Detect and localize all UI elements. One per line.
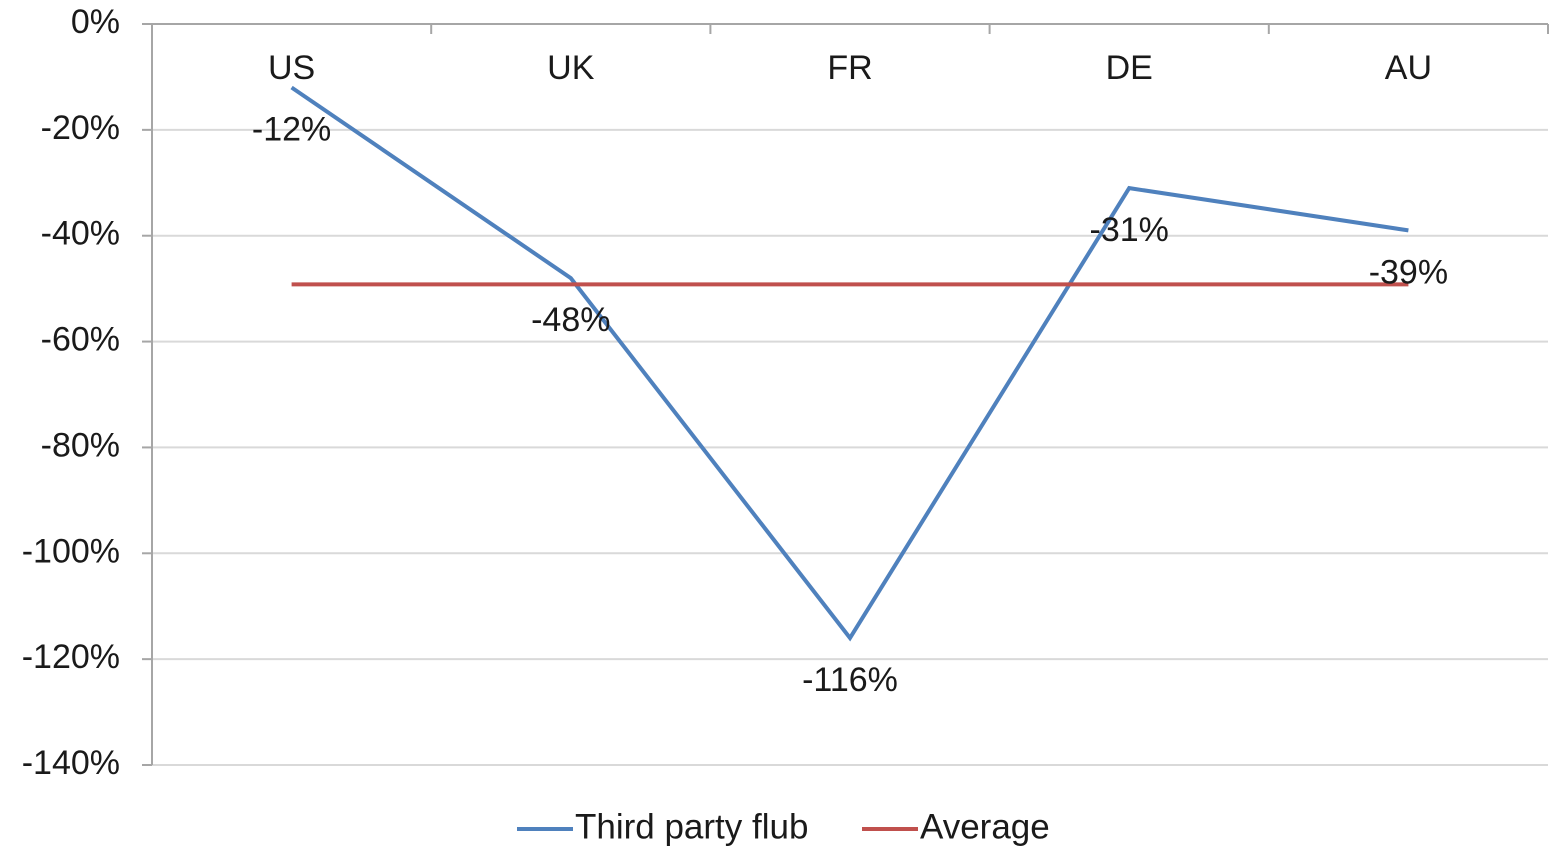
data-labels: -12% -48% -116% -31% -39% <box>252 111 1448 699</box>
data-label: -31% <box>1090 211 1169 249</box>
series-lines <box>290 85 1409 642</box>
data-label: -12% <box>252 111 331 149</box>
y-tick-label: 0% <box>71 3 120 41</box>
y-tick-label: -100% <box>22 532 120 570</box>
x-category-label: AU <box>1385 49 1432 87</box>
y-tick-label: -60% <box>41 321 120 359</box>
y-tick-label: -80% <box>41 426 120 464</box>
gridlines <box>152 128 1548 766</box>
y-tick-label: -120% <box>22 638 120 676</box>
y-axis-tick-labels: 0% -20% -40% -60% -80% -100% -120% -140% <box>22 3 120 782</box>
legend-label: Third party flub <box>575 807 808 846</box>
y-tick-label: -40% <box>41 215 120 253</box>
series-line <box>290 85 1409 642</box>
x-category-label: US <box>268 49 315 87</box>
x-axis-category-labels: US UK FR DE AU <box>268 49 1432 87</box>
data-label: -39% <box>1369 253 1448 291</box>
x-category-label: FR <box>827 49 872 87</box>
legend: Third party flub Average <box>517 807 1050 846</box>
data-label: -48% <box>531 301 610 339</box>
x-category-label: UK <box>547 49 595 87</box>
y-tick-label: -20% <box>41 109 120 147</box>
axes <box>142 23 1549 766</box>
y-tick-label: -140% <box>22 744 120 782</box>
legend-label: Average <box>920 807 1050 846</box>
data-label: -116% <box>802 661 898 699</box>
x-category-label: DE <box>1106 49 1153 87</box>
